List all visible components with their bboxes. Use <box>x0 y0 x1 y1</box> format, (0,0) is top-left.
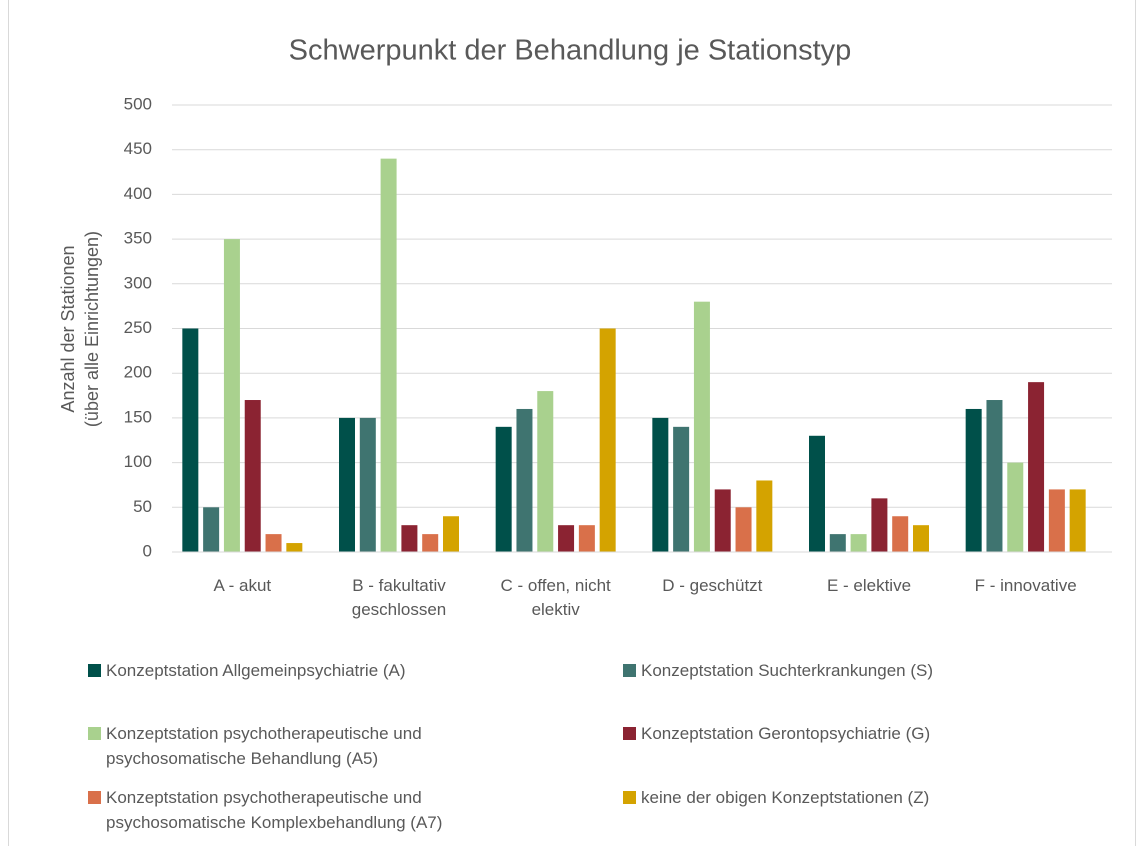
bar <box>599 328 616 552</box>
y-tick-label: 350 <box>124 229 152 248</box>
y-tick-label: 450 <box>124 139 152 158</box>
y-tick-label: 50 <box>133 497 152 516</box>
bar <box>756 480 773 552</box>
bar <box>871 498 888 552</box>
legend-swatch <box>623 727 636 740</box>
bar <box>652 417 669 552</box>
bar <box>578 525 595 552</box>
legend-swatch <box>88 664 101 677</box>
legend-swatch <box>88 791 101 804</box>
bar <box>892 516 909 552</box>
y-tick-label: 200 <box>124 363 152 382</box>
chart-title: Schwerpunkt der Behandlung je Stationsty… <box>289 35 852 67</box>
bar <box>1007 462 1024 552</box>
y-tick-label: 100 <box>124 452 152 471</box>
x-tick-label: E - elektive <box>826 576 912 595</box>
y-tick-label: 400 <box>124 184 152 203</box>
legend-swatch <box>623 664 636 677</box>
chart-frame <box>8 0 1136 846</box>
bar <box>495 426 512 552</box>
y-tick-label: 150 <box>124 407 152 426</box>
legend-label: keine der obigen Konzeptstationen (Z) <box>641 788 930 807</box>
bar <box>182 328 199 552</box>
y-tick-label: 250 <box>124 318 152 337</box>
y-tick-label: 500 <box>124 94 152 113</box>
bar <box>693 301 710 552</box>
bar <box>244 400 261 552</box>
x-tick-label: B - fakultativ geschlossen <box>351 576 447 619</box>
bar <box>265 534 282 552</box>
bar <box>1028 382 1045 552</box>
legend-swatch <box>88 727 101 740</box>
legend-label: Konzeptstation psychotherapeutische und … <box>106 724 422 768</box>
x-tick-label: A - akut <box>213 576 272 595</box>
bar <box>913 525 929 552</box>
bar <box>223 239 240 552</box>
bar <box>339 417 355 552</box>
bar <box>809 435 825 552</box>
bar <box>286 543 303 552</box>
bar <box>965 408 982 552</box>
y-tick-label: 300 <box>124 273 152 292</box>
bar <box>558 525 575 552</box>
bar <box>850 534 867 552</box>
bar <box>714 489 731 552</box>
bar <box>735 507 752 552</box>
legend-label: Konzeptstation Allgemeinpsychiatrie (A) <box>106 661 406 680</box>
legend-item: Konzeptstation Allgemeinpsychiatrie (A) <box>88 658 556 683</box>
y-tick-label: 0 <box>143 541 152 560</box>
bar <box>516 408 533 552</box>
x-tick-label: F - innovative <box>974 576 1077 595</box>
legend-label: Konzeptstation Gerontopsychiatrie (G) <box>641 724 931 743</box>
bar <box>829 534 846 552</box>
bar <box>537 391 554 552</box>
y-axis-label: Anzahl der Stationen (über alle Einricht… <box>58 230 102 428</box>
x-tick-label: D - geschützt <box>662 576 763 595</box>
bar <box>203 507 220 552</box>
legend-item: Konzeptstation psychotherapeutische und … <box>88 785 556 835</box>
bar <box>986 400 1003 552</box>
legend-label: Konzeptstation psychotherapeutische und … <box>106 788 443 832</box>
bar <box>1069 489 1086 552</box>
legend-label: Konzeptstation Suchterkrankungen (S) <box>641 661 934 680</box>
x-tick-label: C - offen, nicht elektiv <box>500 576 611 619</box>
legend-item: Konzeptstation Suchterkrankungen (S) <box>623 658 1091 683</box>
bar <box>380 158 397 552</box>
legend-item: Konzeptstation Gerontopsychiatrie (G) <box>623 721 1091 746</box>
legend-item: Konzeptstation psychotherapeutische und … <box>88 721 556 771</box>
bar <box>359 417 376 552</box>
legend-item: keine der obigen Konzeptstationen (Z) <box>623 785 1091 810</box>
bar <box>443 516 459 552</box>
bar <box>422 534 439 552</box>
bar <box>673 426 690 552</box>
bar <box>1048 489 1065 552</box>
legend-swatch <box>623 791 636 804</box>
bar <box>401 525 418 552</box>
